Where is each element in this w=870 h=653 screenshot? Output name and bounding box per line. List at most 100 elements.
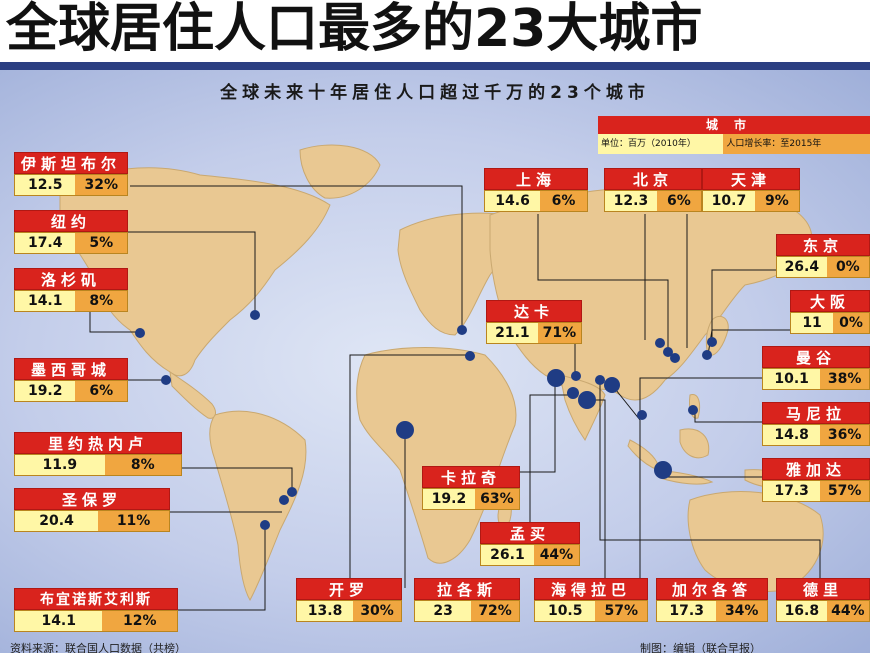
- city-name: 东京: [776, 234, 870, 256]
- city-label-karachi: 卡拉奇 19.2 63%: [422, 466, 520, 510]
- city-name: 马尼拉: [762, 402, 870, 424]
- city-name: 布宜诺斯艾利斯: [14, 588, 178, 610]
- city-growth: 8%: [104, 455, 181, 475]
- city-label-jakarta: 雅加达 17.3 57%: [762, 458, 870, 502]
- leader-losangeles: [89, 302, 140, 333]
- leader-shanghai: [537, 214, 669, 350]
- city-name: 圣保罗: [14, 488, 170, 510]
- city-dot-osaka: [702, 350, 712, 360]
- leader-karachi: [510, 380, 556, 473]
- city-dot-dhaka: [571, 371, 581, 381]
- city-label-saopaulo: 圣保罗 20.4 11%: [14, 488, 170, 532]
- city-population: 17.3: [657, 601, 717, 621]
- city-label-bangkok: 曼谷 10.1 38%: [762, 346, 870, 390]
- city-population: 11.9: [15, 455, 105, 475]
- city-name: 洛杉矶: [14, 268, 128, 290]
- city-population: 20.4: [15, 511, 99, 531]
- city-population: 21.1: [487, 323, 538, 343]
- city-name: 伊斯坦布尔: [14, 152, 128, 174]
- leader-delhi: [599, 382, 821, 588]
- city-growth: 6%: [540, 191, 587, 211]
- city-dot-manila: [688, 405, 698, 415]
- city-population: 14.6: [485, 191, 541, 211]
- city-population: 17.3: [763, 481, 821, 501]
- city-name: 德里: [776, 578, 870, 600]
- city-label-tokyo: 东京 26.4 0%: [776, 234, 870, 278]
- city-dot-buenosaires: [260, 520, 270, 530]
- city-dot-shanghai: [670, 353, 680, 363]
- city-name: 卡拉奇: [422, 466, 520, 488]
- graphic-credit: 制图：编辑（联合早报）: [640, 642, 761, 653]
- south-america-shape: [209, 410, 307, 602]
- city-name: 海得拉巴: [534, 578, 648, 600]
- city-growth: 11%: [98, 511, 169, 531]
- city-population: 26.4: [777, 257, 827, 277]
- city-population: 16.8: [777, 601, 827, 621]
- city-label-buenosaires: 布宜诺斯艾利斯 14.1 12%: [14, 588, 178, 632]
- sumatra-shape: [627, 439, 659, 471]
- city-population: 14.8: [763, 425, 821, 445]
- city-label-cairo: 开罗 13.8 30%: [296, 578, 402, 622]
- city-label-newyork: 纽约 17.4 5%: [14, 210, 128, 254]
- city-label-tianjin: 天津 10.7 9%: [702, 168, 800, 212]
- city-growth: 0%: [826, 257, 869, 277]
- city-population: 12.5: [15, 175, 76, 195]
- city-name: 里约热内卢: [14, 432, 182, 454]
- city-growth: 57%: [820, 481, 869, 501]
- city-growth: 71%: [537, 323, 581, 343]
- legend-growth: 人口增长率：至2015年: [723, 134, 870, 154]
- city-dot-istanbul: [457, 325, 467, 335]
- city-growth: 44%: [826, 601, 869, 621]
- subtitle: 全球未来十年居住人口超过千万的23个城市: [220, 83, 650, 103]
- city-dot-tokyo: [707, 337, 717, 347]
- legend: 城市 单位：百万（2010年） 人口增长率：至2015年: [598, 116, 870, 154]
- city-label-osaka: 大阪 11 0%: [790, 290, 870, 334]
- city-name: 大阪: [790, 290, 870, 312]
- city-label-istanbul: 伊斯坦布尔 12.5 32%: [14, 152, 128, 196]
- city-population: 17.4: [15, 233, 76, 253]
- leader-manila: [694, 412, 763, 423]
- city-population: 14.1: [15, 611, 103, 631]
- city-dot-newyork: [250, 310, 260, 320]
- city-label-kolkata: 加尔各答 17.3 34%: [656, 578, 768, 622]
- city-dot-kolkata: [604, 377, 620, 393]
- city-population: 19.2: [15, 381, 76, 401]
- leader-buenosaires: [175, 525, 266, 611]
- city-growth: 57%: [595, 601, 647, 621]
- city-dot-hyderabad: [578, 391, 596, 409]
- city-name: 上海: [484, 168, 588, 190]
- city-name: 雅加达: [762, 458, 870, 480]
- city-growth: 9%: [754, 191, 799, 211]
- city-label-mexicocity: 墨西哥城 19.2 6%: [14, 358, 128, 402]
- city-dot-saopaulo: [279, 495, 289, 505]
- source-credit: 资料来源：联合国人口数据（共榜）: [10, 642, 186, 653]
- city-label-beijing: 北京 12.3 6%: [604, 168, 702, 212]
- city-name: 墨西哥城: [14, 358, 128, 380]
- city-label-rio: 里约热内卢 11.9 8%: [14, 432, 182, 476]
- title-rule: [0, 62, 870, 70]
- city-name: 达卡: [486, 300, 582, 322]
- city-growth: 8%: [75, 291, 127, 311]
- city-population: 12.3: [605, 191, 657, 211]
- city-dot-delhi: [595, 375, 605, 385]
- city-population: 10.1: [763, 369, 821, 389]
- city-population: 14.1: [15, 291, 76, 311]
- city-name: 开罗: [296, 578, 402, 600]
- city-growth: 36%: [820, 425, 869, 445]
- city-population: 11: [791, 313, 834, 333]
- city-growth: 6%: [75, 381, 127, 401]
- city-population: 10.5: [535, 601, 596, 621]
- city-label-losangeles: 洛杉矶 14.1 8%: [14, 268, 128, 312]
- leader-newyork: [128, 231, 256, 315]
- leader-kolkata: [611, 384, 641, 588]
- city-dot-mumbai: [567, 387, 579, 399]
- city-growth: 72%: [471, 601, 519, 621]
- city-dot-jakarta: [654, 461, 672, 479]
- city-growth: 44%: [533, 545, 579, 565]
- greenland-shape: [299, 144, 381, 199]
- city-label-hyderabad: 海得拉巴 10.5 57%: [534, 578, 648, 622]
- leader-rio: [180, 467, 293, 490]
- city-label-manila: 马尼拉 14.8 36%: [762, 402, 870, 446]
- page-title: 全球居住人口最多的23大城市: [6, 0, 703, 59]
